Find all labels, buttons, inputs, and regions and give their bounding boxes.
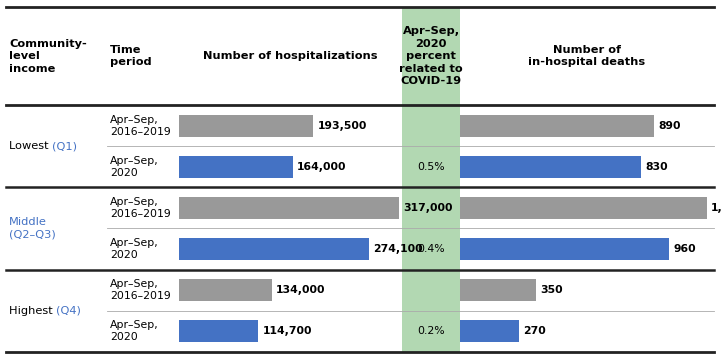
Bar xyxy=(460,197,707,218)
Text: Middle
(Q2–Q3): Middle (Q2–Q3) xyxy=(9,217,56,240)
Text: 114,700: 114,700 xyxy=(262,326,312,336)
Text: 270: 270 xyxy=(523,326,546,336)
Text: Apr–Sep,
2020: Apr–Sep, 2020 xyxy=(110,238,159,260)
Bar xyxy=(179,238,369,260)
Bar xyxy=(179,115,313,136)
Text: 0.5%: 0.5% xyxy=(417,162,445,172)
Text: 164,000: 164,000 xyxy=(297,162,346,172)
Bar xyxy=(179,321,258,342)
Bar xyxy=(460,115,654,136)
Text: Apr–Sep,
2016–2019: Apr–Sep, 2016–2019 xyxy=(110,197,171,219)
Text: 274,100: 274,100 xyxy=(373,244,423,254)
Text: (Q1): (Q1) xyxy=(52,141,77,151)
Text: Apr–Sep,
2020: Apr–Sep, 2020 xyxy=(110,320,159,342)
Bar xyxy=(460,238,670,260)
Text: Number of
in-hospital deaths: Number of in-hospital deaths xyxy=(528,45,645,67)
Text: 134,000: 134,000 xyxy=(276,285,326,295)
Text: Community-
level
income: Community- level income xyxy=(9,39,87,74)
Text: 960: 960 xyxy=(674,244,696,254)
Text: 890: 890 xyxy=(658,121,681,131)
Bar xyxy=(179,280,272,301)
Text: 0.4%: 0.4% xyxy=(417,244,445,254)
Text: 193,500: 193,500 xyxy=(317,121,367,131)
Bar xyxy=(6,7,402,105)
Text: Apr–Sep,
2016–2019: Apr–Sep, 2016–2019 xyxy=(110,279,171,301)
Text: Apr–Sep,
2020
percent
related to
COVID-19: Apr–Sep, 2020 percent related to COVID-1… xyxy=(399,26,463,86)
Text: 350: 350 xyxy=(541,285,563,295)
Text: 0.2%: 0.2% xyxy=(417,326,445,336)
Text: Highest: Highest xyxy=(9,306,56,316)
Text: Apr–Sep,
2016–2019: Apr–Sep, 2016–2019 xyxy=(110,115,171,137)
Text: Time
period: Time period xyxy=(110,45,152,67)
Bar xyxy=(460,280,536,301)
Text: 830: 830 xyxy=(645,162,668,172)
Text: 1,130: 1,130 xyxy=(711,203,721,213)
Text: Lowest: Lowest xyxy=(9,141,52,151)
Bar xyxy=(402,7,460,352)
Bar xyxy=(179,197,399,218)
Bar xyxy=(460,321,519,342)
Text: Number of hospitalizations: Number of hospitalizations xyxy=(203,51,378,61)
Bar xyxy=(179,156,293,177)
Bar xyxy=(460,7,714,105)
Text: Apr–Sep,
2020: Apr–Sep, 2020 xyxy=(110,156,159,178)
Text: 317,000: 317,000 xyxy=(403,203,453,213)
Bar xyxy=(460,156,641,177)
Text: (Q4): (Q4) xyxy=(56,306,81,316)
